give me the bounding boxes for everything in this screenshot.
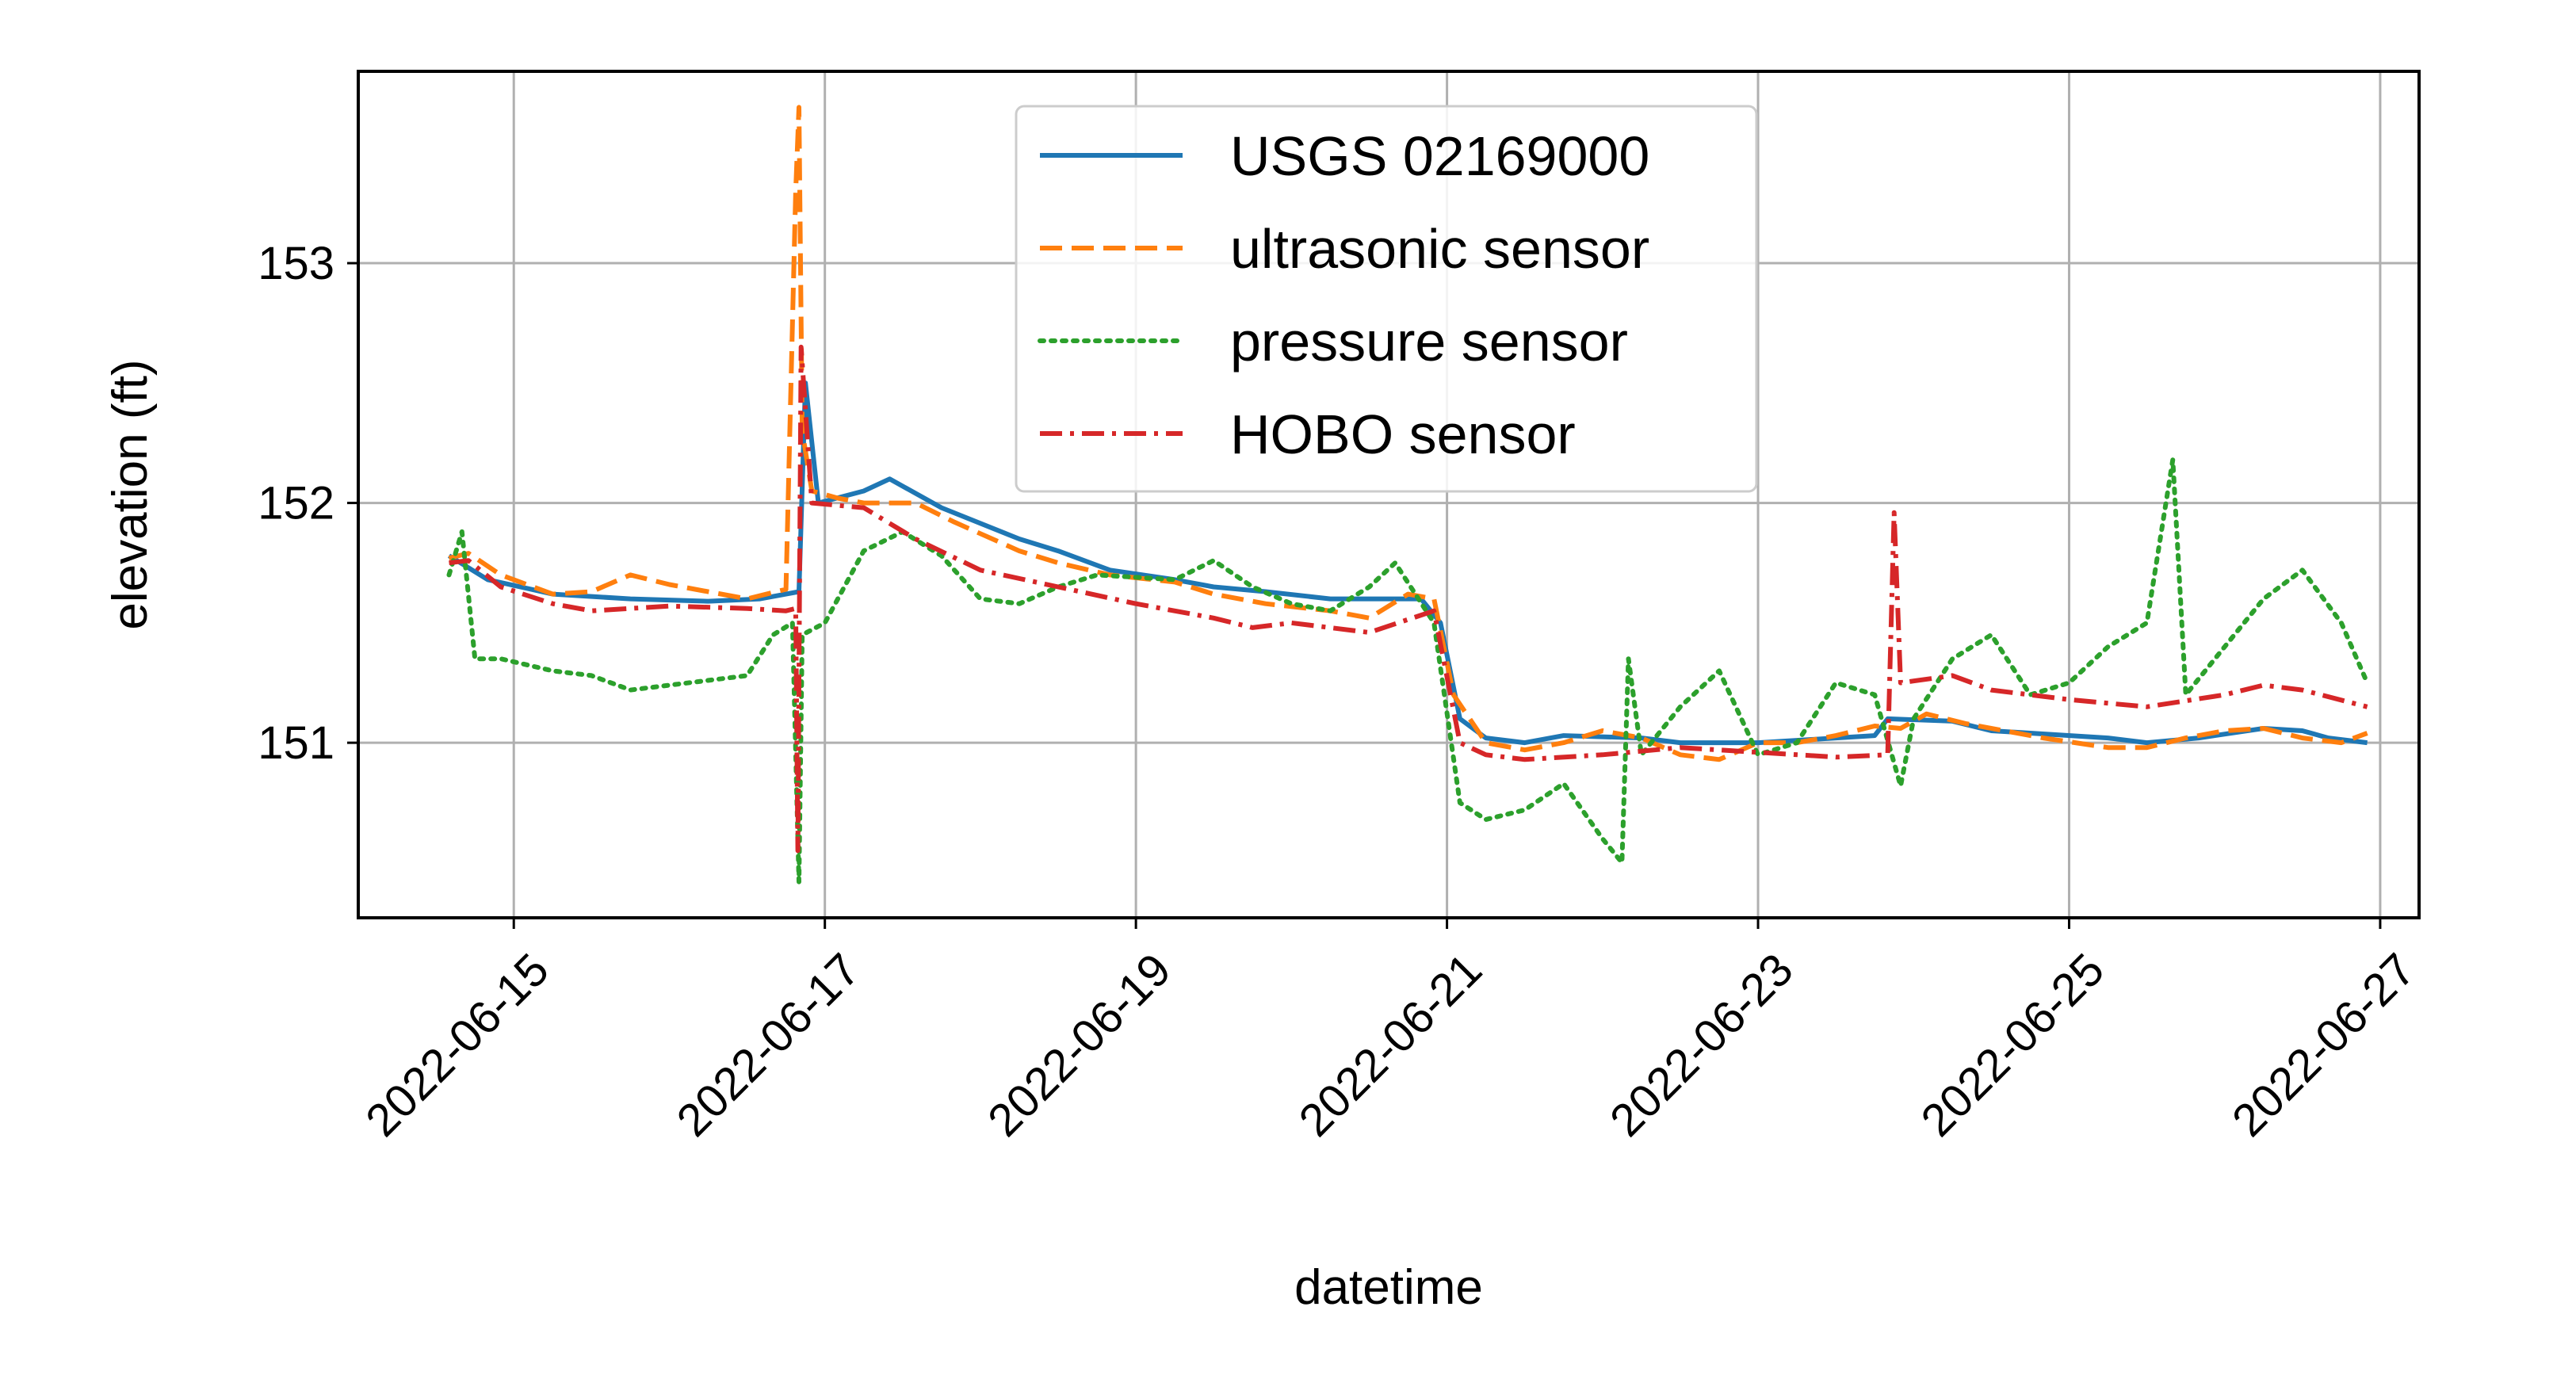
y-tick-label: 151 xyxy=(258,717,334,769)
plot-frame xyxy=(357,70,2421,919)
y-tick-label: 152 xyxy=(258,478,334,529)
series-line-2 xyxy=(448,105,2368,762)
legend-label: pressure sensor xyxy=(1230,311,1628,373)
series-line-3 xyxy=(446,457,2370,885)
legend-label: HOBO sensor xyxy=(1230,403,1576,465)
series-line-4 xyxy=(449,344,2368,854)
series-layer xyxy=(446,105,2370,885)
legend: USGS 02169000 ultrasonic sensor pressure s… xyxy=(1015,105,1758,493)
y-axis-label: elevation (ft) xyxy=(103,359,158,629)
y-tick-label: 153 xyxy=(258,238,334,289)
y-axis: 151 152 153 xyxy=(258,238,358,769)
legend-box xyxy=(1015,105,1758,493)
legend-label: ultrasonic sensor xyxy=(1230,218,1649,280)
legend-label: USGS 02169000 xyxy=(1230,125,1649,187)
x-axis-label: datetime xyxy=(1294,1260,1483,1315)
